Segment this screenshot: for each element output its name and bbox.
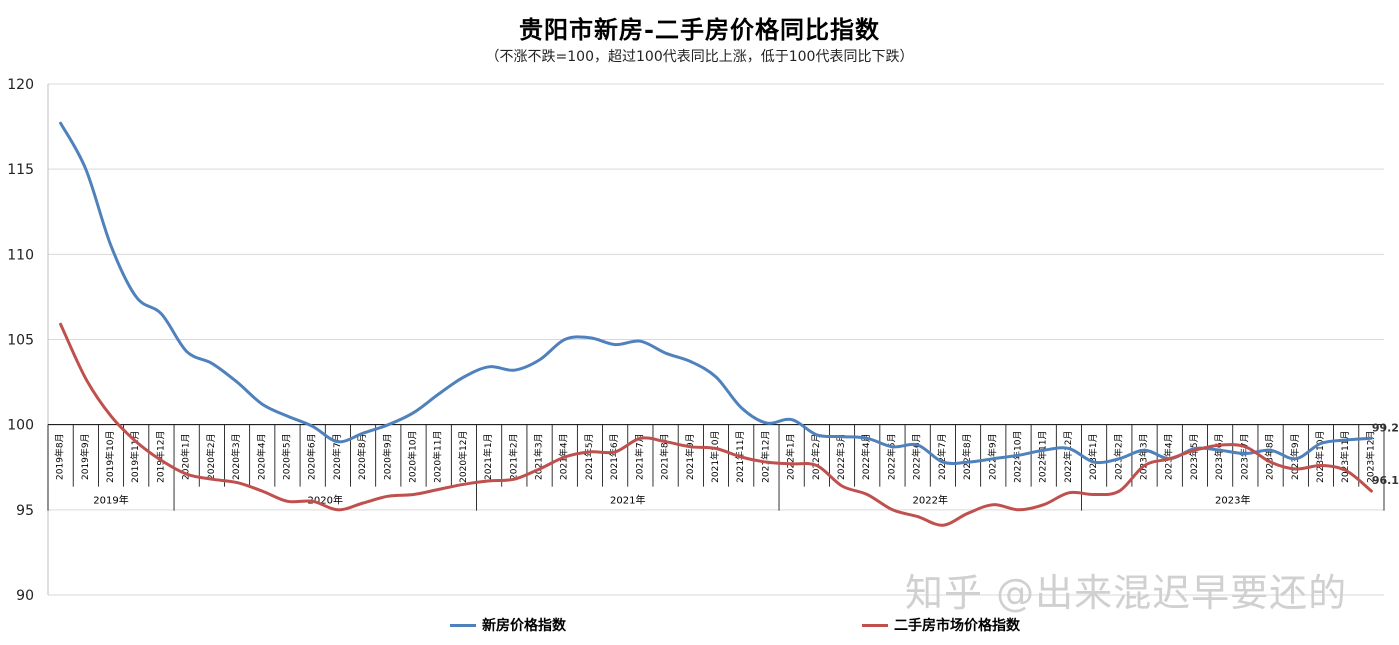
month-label: 2020年5月 <box>280 433 292 480</box>
y-tick-label: 120 <box>7 77 34 93</box>
month-label: 2022年1月 <box>785 433 797 480</box>
month-label: 2021年9月 <box>684 433 696 480</box>
series-lines <box>59 121 1373 527</box>
month-label: 2021年10月 <box>709 430 721 482</box>
month-label: 2022年9月 <box>986 433 998 480</box>
month-label: 2019年8月 <box>54 433 66 480</box>
month-label: 2021年2月 <box>507 433 519 480</box>
legend-item-new: 新房价格指数 <box>450 617 566 634</box>
y-tick-label: 110 <box>7 247 34 263</box>
year-label: 2023年 <box>1215 494 1250 507</box>
year-label: 2021年 <box>610 494 645 507</box>
month-label: 2022年2月 <box>810 433 822 480</box>
category-axis: 2019年8月 2019年9月 2019年10月 2019年11月 2019年12月 20… <box>47 424 1385 511</box>
month-label: 2022年6月 <box>911 433 923 480</box>
year-label: 2022年 <box>913 494 948 507</box>
month-label: 2022年3月 <box>835 433 847 480</box>
month-label: 2021年1月 <box>482 433 494 480</box>
month-label: 2022年11月 <box>1037 430 1049 482</box>
month-label: 2020年9月 <box>381 433 393 480</box>
end-value-label: 99.2 <box>1372 421 1399 434</box>
watermark: 知乎 @出来混迟早要还的 <box>905 571 1348 615</box>
month-label: 2023年3月 <box>1138 433 1150 480</box>
month-label: 2019年9月 <box>79 433 91 480</box>
month-label: 2021年7月 <box>633 433 645 480</box>
y-tick-label: 90 <box>16 588 34 604</box>
month-label: 2020年8月 <box>356 433 368 480</box>
legend-swatch-new <box>450 623 476 627</box>
month-label: 2021年5月 <box>583 433 595 480</box>
month-label: 2022年5月 <box>885 433 897 480</box>
month-label: 2023年7月 <box>1238 433 1250 480</box>
month-label: 2021年8月 <box>659 433 671 480</box>
month-label: 2020年11月 <box>432 430 444 482</box>
month-label: 2022年8月 <box>961 433 973 480</box>
year-label: 2019年 <box>93 494 128 507</box>
legend-label-new: 新房价格指数 <box>482 618 566 634</box>
month-label: 2019年12月 <box>154 430 166 482</box>
month-label: 2023年10月 <box>1314 430 1326 482</box>
month-label: 2020年10月 <box>407 430 419 482</box>
end-value-label: 96.1 <box>1372 474 1399 487</box>
month-label: 2020年1月 <box>180 433 192 480</box>
legend-item-second: 二手房市场价格指数 <box>862 617 1020 634</box>
y-tick-label: 115 <box>7 162 34 178</box>
month-label: 2022年4月 <box>860 433 872 480</box>
month-label: 2020年3月 <box>230 433 242 480</box>
month-label: 2023年12月 <box>1364 430 1376 482</box>
month-label: 2019年10月 <box>104 430 116 482</box>
month-label: 2022年7月 <box>936 433 948 480</box>
end-labels: 99.2 96.1 <box>1372 421 1399 487</box>
month-label: 2020年6月 <box>306 433 318 480</box>
month-label: 2023年2月 <box>1112 433 1124 480</box>
chart-subtitle: （不涨不跌=100，超过100代表同比上涨，低于100代表同比下跌） <box>485 49 914 65</box>
month-label: 2020年12月 <box>457 430 469 482</box>
month-label: 2021年3月 <box>533 433 545 480</box>
chart-title: 贵阳市新房-二手房价格同比指数 <box>519 15 880 44</box>
month-label: 2023年8月 <box>1264 433 1276 480</box>
y-axis-ticks: 90 95 100 105 110 115 120 <box>7 77 34 604</box>
month-label: 2020年7月 <box>331 433 343 480</box>
gridlines <box>47 83 1384 596</box>
month-label: 2020年4月 <box>255 433 267 480</box>
month-label: 2021年6月 <box>608 433 620 480</box>
month-label: 2021年12月 <box>759 430 771 482</box>
month-label: 2023年6月 <box>1213 433 1225 480</box>
y-tick-label: 100 <box>7 418 34 434</box>
month-label: 2022年12月 <box>1062 430 1074 482</box>
month-label: 2020年2月 <box>205 433 217 480</box>
y-tick-label: 105 <box>7 333 34 349</box>
series-line-new <box>59 121 1373 466</box>
month-label: 2023年5月 <box>1188 433 1200 480</box>
legend-swatch-second <box>862 623 888 627</box>
legend-label-second: 二手房市场价格指数 <box>894 618 1020 634</box>
month-label: 2023年1月 <box>1087 433 1099 480</box>
series-line-second <box>59 322 1373 527</box>
month-label: 2023年4月 <box>1163 433 1175 480</box>
y-tick-label: 95 <box>16 503 34 519</box>
